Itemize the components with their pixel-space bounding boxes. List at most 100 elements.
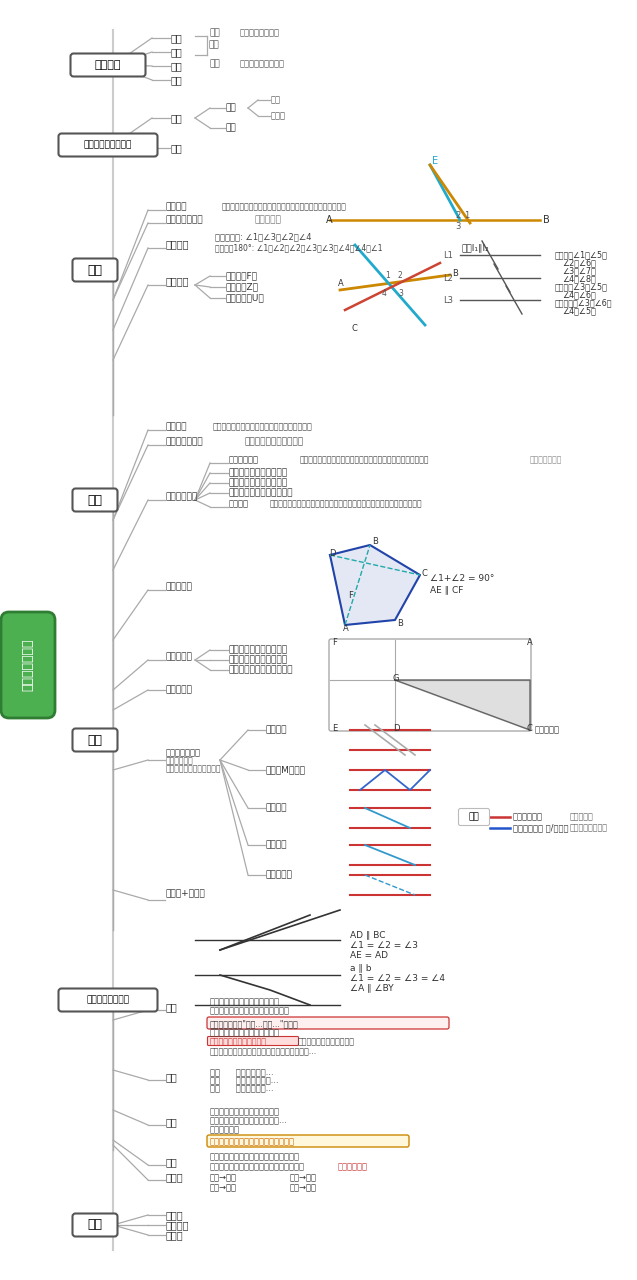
Text: 线段: 线段: [210, 59, 221, 69]
Text: 相交线与平行线: 相交线与平行线: [22, 639, 34, 691]
Text: ∠4和∠5，: ∠4和∠5，: [562, 306, 596, 315]
Text: 求证→已知: 求证→已知: [290, 1174, 317, 1183]
Text: A: A: [338, 279, 344, 288]
Text: ∠2和∠6，: ∠2和∠6，: [562, 259, 596, 268]
Text: 平行: 平行: [87, 494, 103, 507]
FancyBboxPatch shape: [71, 54, 145, 77]
Polygon shape: [330, 545, 420, 625]
Text: 在假定情况下，一个命题成立，: 在假定情况下，一个命题成立，: [210, 1107, 280, 1116]
Text: 定理: 定理: [166, 1073, 178, 1082]
Text: 平行: 平行: [226, 123, 237, 133]
Text: 平行线之间距离: 平行线之间距离: [166, 438, 204, 447]
Text: 共面: 共面: [171, 113, 183, 123]
Text: 思维导图: 思维导图: [166, 1220, 189, 1230]
Text: 命题的结论往往包含这样的形式分析: 命题的结论往往包含这样的形式分析: [210, 1006, 290, 1015]
FancyBboxPatch shape: [59, 988, 157, 1011]
Text: 直线: 直线: [171, 33, 183, 44]
Text: L1: L1: [443, 251, 453, 260]
Text: 同位角：∠1和∠5，: 同位角：∠1和∠5，: [555, 251, 608, 260]
Text: 已知→求证: 已知→求证: [210, 1174, 237, 1183]
Text: ∠4和∠8，: ∠4和∠8，: [562, 274, 596, 283]
Text: 定理      经过推理证明的...: 定理 经过推理证明的...: [210, 1076, 278, 1085]
FancyBboxPatch shape: [207, 1018, 449, 1029]
Text: 知识点: 知识点: [166, 1210, 183, 1220]
Text: 内错角相等，则两线平行: 内错角相等，则两线平行: [229, 479, 288, 488]
Text: B: B: [397, 618, 403, 627]
Text: D: D: [393, 723, 399, 732]
Text: 射线: 射线: [171, 76, 183, 84]
Text: G: G: [393, 673, 399, 682]
Text: 和平行线的距离多用问题）: 和平行线的距离多用问题）: [166, 764, 222, 773]
Text: a ∥ b: a ∥ b: [350, 964, 371, 973]
FancyBboxPatch shape: [73, 259, 117, 282]
Text: C: C: [527, 723, 533, 732]
Text: 想清楚，向你说明的命题是否已知来证明: 想清楚，向你说明的命题是否已知来证明: [210, 1152, 300, 1161]
Text: 多点共线、内角标: 多点共线、内角标: [570, 823, 608, 832]
Text: 相交: 相交: [226, 104, 237, 113]
Polygon shape: [395, 680, 530, 730]
Text: 步骤: 步骤: [166, 1157, 178, 1167]
FancyBboxPatch shape: [59, 133, 157, 156]
Text: L3: L3: [443, 296, 453, 305]
Text: 辅助线问题: 辅助线问题: [266, 870, 293, 879]
Text: ，那么这两条直线互相平行: ，那么这两条直线互相平行: [298, 1038, 355, 1047]
Text: 则把一个命题最简单的说明，从...: 则把一个命题最简单的说明，从...: [210, 1116, 288, 1125]
Text: AE ∥ CF: AE ∥ CF: [430, 585, 463, 594]
Text: 同旁内角互补，则两线平行: 同旁内角互补，则两线平行: [229, 489, 294, 498]
Text: 平行公理: 平行公理: [166, 422, 187, 431]
Text: ∠1 = ∠2 = ∠3 = ∠4: ∠1 = ∠2 = ∠3 = ∠4: [350, 974, 445, 983]
Text: 两条直线与第三条直线平行: 两条直线与第三条直线平行: [210, 1038, 267, 1047]
Text: 同位角相等，则两线平行: 同位角相等，则两线平行: [229, 468, 288, 477]
Text: 同位角（F）: 同位角（F）: [226, 271, 258, 280]
Text: D: D: [329, 549, 336, 558]
Text: 定律      为实践检验的...: 定律 为实践检验的...: [210, 1084, 274, 1093]
FancyBboxPatch shape: [73, 1213, 117, 1236]
Text: B: B: [372, 536, 378, 545]
Text: 真命题：如果命题的结论正确，那么这就叫做真...: 真命题：如果命题的结论正确，那么这就叫做真...: [210, 1047, 317, 1056]
Text: 1: 1: [464, 210, 469, 219]
Text: 垂直公理: 垂直公理: [166, 202, 187, 211]
Text: E: E: [432, 156, 438, 166]
FancyBboxPatch shape: [73, 728, 117, 751]
Text: 平行线性质: 平行线性质: [570, 813, 594, 822]
Text: 平行线+角分线: 平行线+角分线: [166, 890, 206, 899]
Text: 同旁内角：∠3和∠6，: 同旁内角：∠3和∠6，: [555, 298, 613, 307]
Text: 对顶角相等: ∠1和∠3，∠2和∠4: 对顶角相等: ∠1和∠3，∠2和∠4: [215, 233, 311, 242]
Text: 习题: 习题: [87, 1219, 103, 1231]
Text: 两直线平行，同旁内角互补: 两直线平行，同旁内角互补: [229, 666, 294, 675]
Text: 射线: 射线: [171, 47, 183, 58]
Text: ∠1 = ∠2 = ∠3: ∠1 = ∠2 = ∠3: [350, 941, 418, 950]
Text: A: A: [343, 623, 348, 632]
Text: 像射线型定义 内/外角标: 像射线型定义 内/外角标: [513, 823, 568, 832]
Text: A: A: [527, 637, 533, 646]
Text: ∠A ∥ ∠BY: ∠A ∥ ∠BY: [350, 983, 394, 992]
Text: 同旁内角（U）: 同旁内角（U）: [226, 293, 265, 302]
Text: 尺型模型: 尺型模型: [266, 726, 287, 735]
Text: 明确方法步骤: 明确方法步骤: [338, 1162, 368, 1171]
FancyBboxPatch shape: [1, 612, 55, 718]
Text: 直线: 直线: [210, 28, 221, 37]
Text: 图形的平移: 图形的平移: [166, 686, 193, 695]
Text: B: B: [452, 269, 458, 278]
Text: 梯形模型: 梯形模型: [266, 804, 287, 813]
Text: 内错角：∠3和∠5，: 内错角：∠3和∠5，: [555, 283, 608, 292]
Text: 线的分类: 线的分类: [95, 60, 121, 70]
Text: 3: 3: [398, 288, 403, 297]
Text: E: E: [332, 723, 337, 732]
Text: 平行线的判定: 平行线的判定: [166, 493, 198, 502]
Text: 两直线平行，同位角相等: 两直线平行，同位角相等: [229, 645, 288, 654]
Text: 两点之间，线段最短: 两点之间，线段最短: [240, 59, 285, 69]
Text: 通线内平行线: 通线内平行线: [513, 813, 543, 822]
Text: 证明: 证明: [166, 1117, 178, 1126]
Text: 命题、定理、证明: 命题、定理、证明: [87, 996, 129, 1005]
Text: 2: 2: [455, 210, 461, 219]
Text: 过直线外一点有且只有一条直线与已知直线平行: 过直线外一点有且只有一条直线与已知直线平行: [213, 422, 313, 431]
Text: 已知→求证: 已知→求证: [210, 1184, 237, 1193]
Text: 2: 2: [398, 270, 403, 279]
Text: 直线l₁∥l₂: 直线l₁∥l₂: [462, 243, 490, 252]
Text: 点到直线的距离: 点到直线的距离: [166, 215, 204, 224]
Text: 平行线性质: 平行线性质: [166, 653, 193, 662]
FancyBboxPatch shape: [207, 1135, 409, 1147]
Text: 三线八角: 三线八角: [166, 276, 189, 285]
FancyBboxPatch shape: [208, 1037, 299, 1046]
